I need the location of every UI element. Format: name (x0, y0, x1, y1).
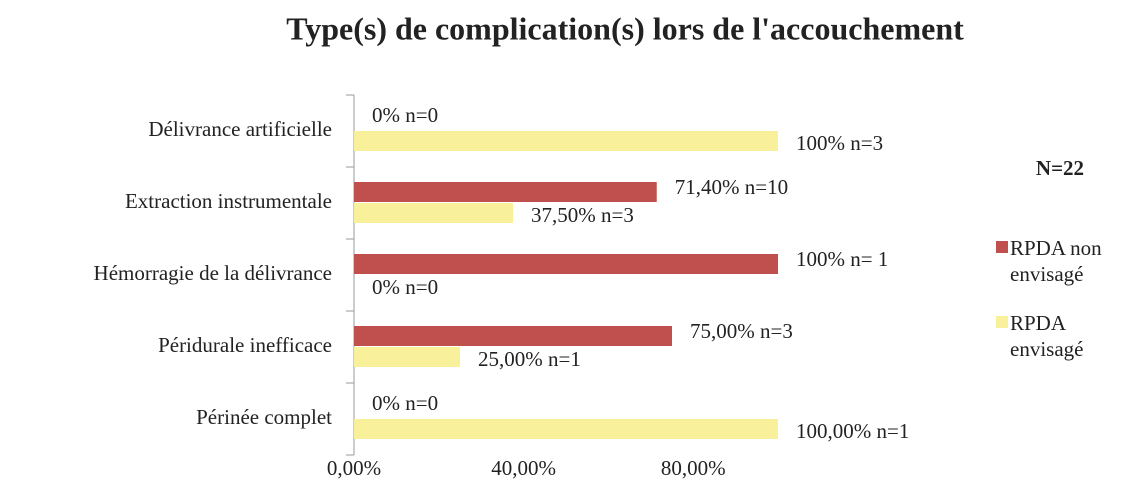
data-label: 0% n=0 (372, 275, 438, 299)
x-tick-label: 0,00% (327, 456, 381, 480)
y-tick-label: Délivrance artificielle (148, 117, 332, 141)
data-label: 37,50% n=3 (531, 203, 634, 227)
bar (354, 203, 513, 223)
data-label: 0% n=0 (372, 391, 438, 415)
data-label: 25,00% n=1 (478, 347, 581, 371)
legend-title: N=22 (1036, 156, 1084, 180)
data-label: 100,00% n=1 (796, 419, 909, 443)
data-label: 71,40% n=10 (675, 175, 788, 199)
y-tick-label: Extraction instrumentale (125, 189, 332, 213)
legend-label: RPDA non envisagé (1010, 236, 1102, 286)
data-label: 100% n=3 (796, 131, 883, 155)
bar (354, 182, 657, 202)
bar (354, 131, 778, 151)
y-tick-label: Péridurale inefficace (158, 333, 332, 357)
y-tick-label: Périnée complet (196, 405, 332, 429)
legend-swatch (996, 241, 1008, 253)
legend-entry: RPDA non envisagé (1010, 236, 1102, 286)
bar (354, 254, 778, 274)
legend-swatch (996, 316, 1008, 328)
x-tick-label: 40,00% (491, 456, 556, 480)
legend-label: RPDA envisagé (1010, 311, 1084, 361)
bar (354, 326, 672, 346)
data-label: 75,00% n=3 (690, 319, 793, 343)
legend-entry: RPDA envisagé (1010, 311, 1084, 361)
bar (354, 419, 778, 439)
y-tick-label: Hémorragie de la délivrance (94, 261, 332, 285)
bar (354, 347, 460, 367)
data-label: 100% n= 1 (796, 247, 888, 271)
chart-title: Type(s) de complication(s) lors de l'acc… (286, 10, 964, 46)
data-label: 0% n=0 (372, 103, 438, 127)
x-tick-label: 80,00% (661, 456, 726, 480)
